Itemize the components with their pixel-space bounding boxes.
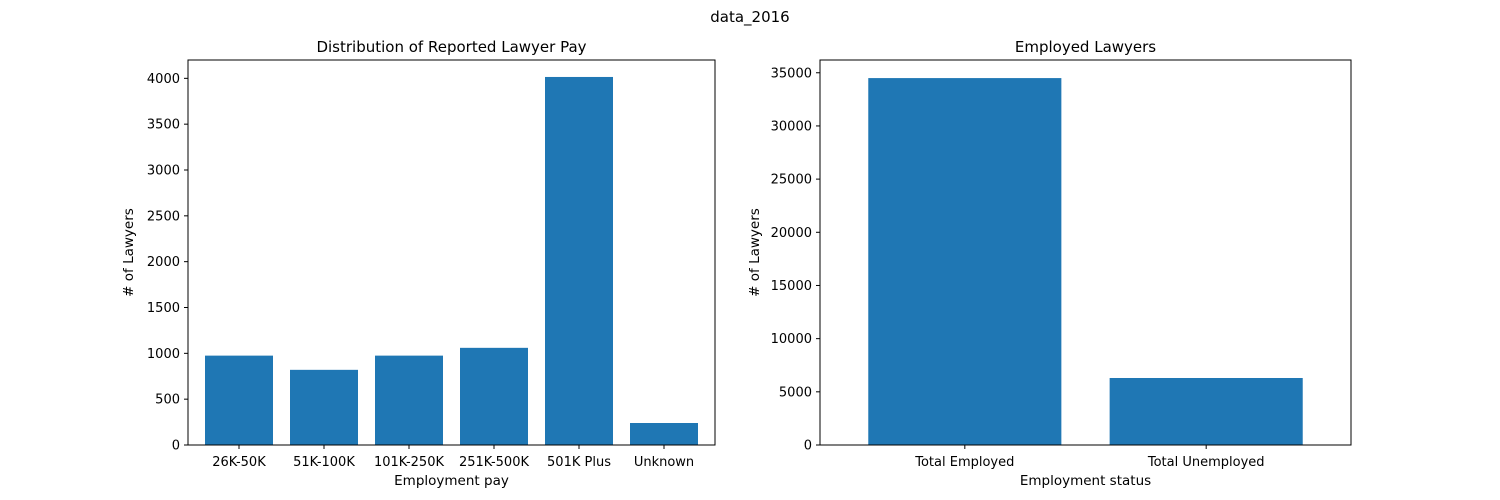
y-axis-ticks: 0 5000 10000 15000 20000 25000 30000 35000 [771,66,820,454]
figure-suptitle: data_2016 [710,8,789,27]
y-tick-label: 3500 [147,118,180,133]
bar-series [205,76,698,445]
chart-title: Employed Lawyers [1015,38,1156,56]
x-axis-label: Employment pay [394,473,509,489]
y-tick-label: 25000 [771,173,812,188]
y-axis-label: # of Lawyers [747,208,763,297]
y-axis-ticks: 0 500 1000 1500 2000 2500 3000 3500 4000 [147,72,188,454]
x-tick-label: 51K-100K [293,455,355,470]
x-tick-label: Unknown [634,455,694,470]
y-tick-label: 0 [172,439,180,454]
y-tick-label: 35000 [771,66,812,81]
x-tick-label: 501K Plus [547,455,611,470]
employment-status-chart: Employed Lawyers Employment status # of … [747,38,1352,489]
bar-101k-250k [375,355,443,445]
plot-frame [187,59,716,446]
x-tick-label: 251K-500K [459,455,529,470]
y-tick-label: 0 [804,439,812,454]
chart-title: Distribution of Reported Lawyer Pay [316,38,586,56]
bar-unknown [630,423,698,445]
x-tick-label: 26K-50K [212,455,266,470]
bar-total-unemployed [1109,377,1303,445]
y-tick-label: 30000 [771,119,812,134]
bar-251k-500k [460,347,528,445]
bar-26k-50k [205,355,273,445]
y-tick-label: 500 [155,393,180,408]
x-tick-label: Total Unemployed [1147,455,1265,470]
y-tick-label: 3000 [147,164,180,179]
plot-frame [819,59,1352,446]
y-tick-label: 1500 [147,301,180,316]
y-tick-label: 15000 [771,279,812,294]
y-tick-label: 1000 [147,347,180,362]
x-axis-ticks: 26K-50K 51K-100K 101K-250K 251K-500K 501K Pl… [212,445,694,470]
pay-distribution-chart: Distribution of Reported Lawyer Pay Empl… [121,38,716,489]
bar-501k-plus [545,76,613,445]
y-tick-label: 10000 [771,332,812,347]
x-axis-ticks: Total Employed Total Unemployed [914,445,1265,470]
y-axis-label: # of Lawyers [121,208,137,297]
x-tick-label: 101K-250K [374,455,444,470]
bar-series [868,78,1303,445]
y-tick-label: 5000 [779,385,812,400]
bar-total-employed [868,78,1062,445]
x-tick-label: Total Employed [914,455,1014,470]
y-tick-label: 4000 [147,72,180,87]
y-tick-label: 2000 [147,255,180,270]
y-tick-label: 2500 [147,209,180,224]
x-axis-label: Employment status [1020,473,1151,489]
y-tick-label: 20000 [771,226,812,241]
bar-51k-100k [290,369,358,445]
